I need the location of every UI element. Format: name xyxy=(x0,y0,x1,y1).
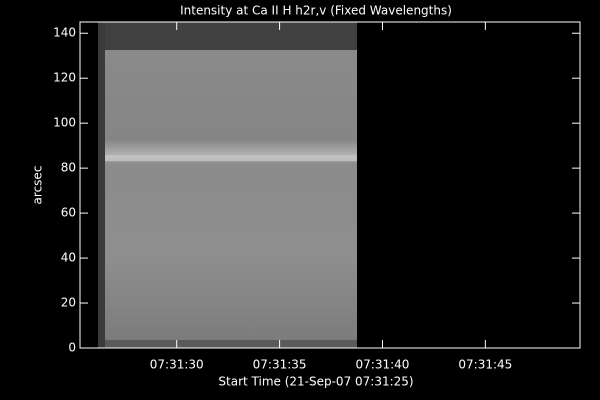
y-tick-label: 100 xyxy=(53,116,76,130)
y-tick-label: 40 xyxy=(61,251,76,265)
x-axis-label: Start Time (21-Sep-07 07:31:25) xyxy=(218,375,413,389)
x-tick-label: 07:31:35 xyxy=(253,358,307,372)
y-tick-label: 140 xyxy=(53,26,76,40)
y-tick-label: 120 xyxy=(53,71,76,85)
y-axis-label: arcsec xyxy=(31,166,45,205)
y-tick-label: 80 xyxy=(61,161,76,175)
y-tick-label: 60 xyxy=(61,206,76,220)
x-tick-label: 07:31:45 xyxy=(458,358,512,372)
y-tick-label: 20 xyxy=(61,296,76,310)
chart-title: Intensity at Ca II H h2r,v (Fixed Wavele… xyxy=(180,4,452,18)
x-tick-label: 07:31:30 xyxy=(150,358,204,372)
y-tick-label: 0 xyxy=(68,341,76,355)
intensity-image xyxy=(98,22,357,348)
x-tick-label: 07:31:40 xyxy=(356,358,410,372)
plot-frame xyxy=(79,21,581,349)
